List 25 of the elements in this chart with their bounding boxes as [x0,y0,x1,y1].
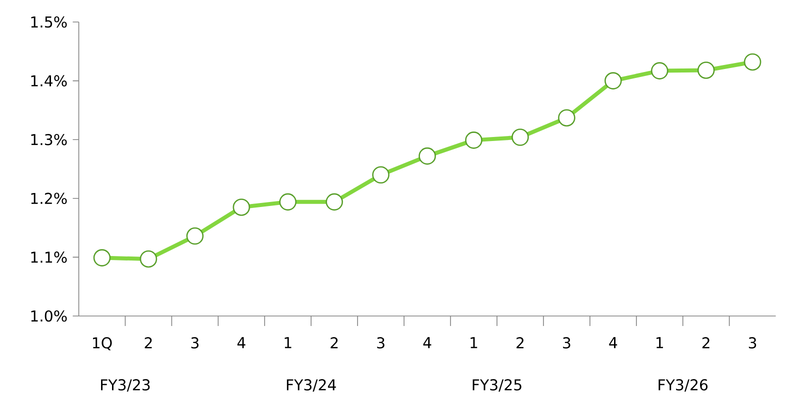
x-tick-label: 4 [423,337,432,348]
text: FY3/25 [472,379,522,392]
x-tick-label: 2 [144,337,152,348]
x-tick-label: 1 [284,337,292,348]
y-tick-label: 1.5% [31,16,67,28]
x-tick-label: 3 [377,337,384,348]
y-tick-label: 1.1% [31,252,67,263]
x-tick-label: 3 [563,337,570,348]
x-tick-label: 3 [191,337,198,348]
x-tick-label: 1 [656,337,663,348]
x-tick-label: 1 [470,337,478,348]
x-tick-label: 2 [702,337,710,348]
x-tick-label: 2 [330,337,338,348]
x-tick-label: 3 [748,337,756,348]
x-tick-label: 2 [516,337,524,348]
y-tick-label: 1.4% [31,75,67,86]
x-tick-label: 4 [609,337,618,348]
text: FY3/23 [101,379,150,392]
text: FY3/26 [658,379,708,392]
x-tick-label: 1Q [93,337,112,350]
y-tick-label: 1.3% [31,134,67,146]
x-tick-label: 4 [237,337,246,348]
text: FY3/24 [286,379,336,392]
y-tick-label: 1.0% [31,310,67,322]
y-tick-label: 1.2% [31,192,67,204]
